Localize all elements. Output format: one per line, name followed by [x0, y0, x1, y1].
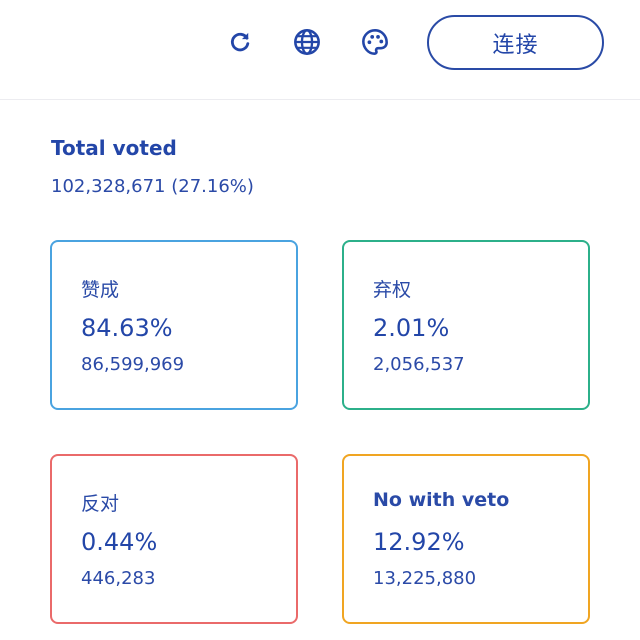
vote-card-count: 2,056,537: [373, 354, 465, 375]
vote-card-no: 反对 0.44% 446,283: [50, 454, 298, 624]
vote-card-label: 弃权: [373, 279, 412, 301]
vote-card-percent: 12.92%: [373, 528, 465, 556]
vote-card-percent: 0.44%: [81, 528, 158, 556]
vote-card-label: 赞成: [81, 279, 120, 301]
vote-card-count: 13,225,880: [373, 568, 477, 589]
vote-card-abstain: 弃权 2.01% 2,056,537: [342, 240, 590, 410]
globe-icon[interactable]: [292, 27, 322, 57]
connect-button[interactable]: 连接: [427, 15, 604, 70]
vote-card-percent: 84.63%: [81, 314, 173, 342]
vote-card-count: 446,283: [81, 568, 156, 589]
total-voted-title: Total voted: [51, 136, 177, 160]
top-bar: 连接: [0, 0, 640, 100]
vote-card-label: No with veto: [373, 489, 510, 511]
palette-icon[interactable]: [360, 27, 390, 57]
vote-card-percent: 2.01%: [373, 314, 450, 342]
vote-card-count: 86,599,969: [81, 354, 185, 375]
total-voted-value: 102,328,671 (27.16%): [51, 176, 254, 197]
vote-card-label: 反对: [81, 493, 120, 515]
vote-card-no-with-veto: No with veto 12.92% 13,225,880: [342, 454, 590, 624]
vote-card-yes: 赞成 84.63% 86,599,969: [50, 240, 298, 410]
refresh-icon[interactable]: [225, 27, 255, 57]
